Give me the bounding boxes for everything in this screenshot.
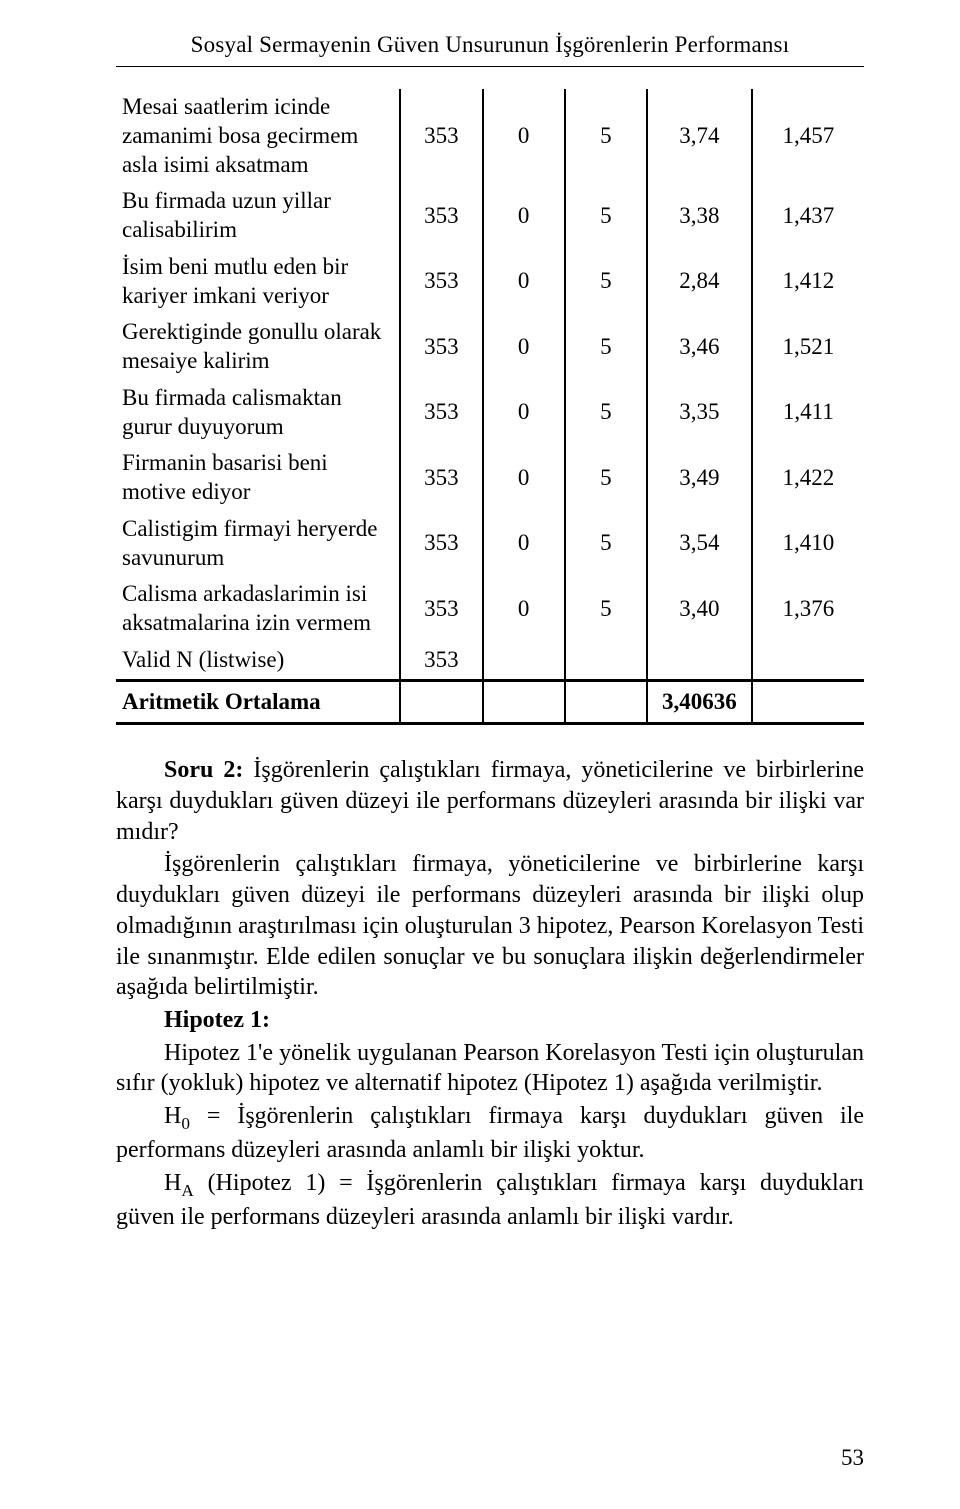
cell-label: Firmanin basarisi beni motive ediyor	[116, 445, 400, 511]
cell-min: 0	[483, 576, 565, 642]
paragraph-2: İşgörenlerin çalıştıkları firmaya, yönet…	[116, 849, 864, 1003]
cell-min: 0	[483, 511, 565, 577]
statistics-table: Mesai saatlerim icinde zamanimi bosa gec…	[116, 89, 864, 725]
footer-cell-max	[565, 680, 647, 724]
footer-cell-mean: 3,40636	[647, 680, 752, 724]
cell-min	[483, 642, 565, 680]
cell-max: 5	[565, 445, 647, 511]
table-row: Bu firmada calismaktan gurur duyuyorum35…	[116, 380, 864, 446]
cell-sd: 1,410	[752, 511, 864, 577]
table-row: Gerektiginde gonullu olarak mesaiye kali…	[116, 314, 864, 380]
ha-pre: H	[164, 1170, 181, 1196]
table-row: Firmanin basarisi beni motive ediyor3530…	[116, 445, 864, 511]
cell-sd: 1,521	[752, 314, 864, 380]
cell-label: Calisma arkadaslarimin isi aksatmalarina…	[116, 576, 400, 642]
cell-n: 353	[400, 89, 482, 183]
cell-n: 353	[400, 183, 482, 249]
cell-n: 353	[400, 380, 482, 446]
ha-sub: A	[181, 1181, 193, 1200]
cell-n: 353	[400, 576, 482, 642]
running-head: Sosyal Sermayenin Güven Unsurunun İşgöre…	[116, 32, 864, 58]
cell-label: Gerektiginde gonullu olarak mesaiye kali…	[116, 314, 400, 380]
table-row: İsim beni mutlu eden bir kariyer imkani …	[116, 249, 864, 315]
cell-n: 353	[400, 511, 482, 577]
page: Sosyal Sermayenin Güven Unsurunun İşgöre…	[0, 0, 960, 1509]
cell-sd	[752, 642, 864, 680]
cell-sd: 1,422	[752, 445, 864, 511]
cell-label: Calistigim firmayi heryerde savunurum	[116, 511, 400, 577]
cell-label: Mesai saatlerim icinde zamanimi bosa gec…	[116, 89, 400, 183]
cell-mean: 3,49	[647, 445, 752, 511]
cell-n: 353	[400, 314, 482, 380]
cell-sd: 1,376	[752, 576, 864, 642]
cell-sd: 1,411	[752, 380, 864, 446]
cell-sd: 1,412	[752, 249, 864, 315]
paragraph-h0: H0 = İşgörenlerin çalıştıkları firmaya k…	[116, 1101, 864, 1166]
body-text: Soru 2: İşgörenlerin çalıştıkları firmay…	[116, 755, 864, 1232]
footer-cell-min	[483, 680, 565, 724]
cell-n: 353	[400, 249, 482, 315]
cell-mean: 3,40	[647, 576, 752, 642]
paragraph-hipotez1-label: Hipotez 1:	[116, 1005, 864, 1036]
cell-max: 5	[565, 380, 647, 446]
cell-max: 5	[565, 89, 647, 183]
cell-label: Valid N (listwise)	[116, 642, 400, 680]
cell-n: 353	[400, 445, 482, 511]
cell-max: 5	[565, 576, 647, 642]
hipotez1-label: Hipotez 1:	[164, 1007, 270, 1033]
paragraph-4: Hipotez 1'e yönelik uygulanan Pearson Ko…	[116, 1038, 864, 1099]
cell-sd: 1,457	[752, 89, 864, 183]
cell-mean: 3,54	[647, 511, 752, 577]
page-number: 53	[841, 1445, 864, 1471]
cell-max: 5	[565, 249, 647, 315]
table-row: Mesai saatlerim icinde zamanimi bosa gec…	[116, 89, 864, 183]
cell-min: 0	[483, 314, 565, 380]
cell-min: 0	[483, 380, 565, 446]
cell-mean: 3,46	[647, 314, 752, 380]
cell-max	[565, 642, 647, 680]
cell-mean	[647, 642, 752, 680]
footer-cell-label: Aritmetik Ortalama	[116, 680, 400, 724]
cell-mean: 3,35	[647, 380, 752, 446]
cell-min: 0	[483, 445, 565, 511]
cell-max: 5	[565, 511, 647, 577]
cell-label: Bu firmada uzun yillar calisabilirim	[116, 183, 400, 249]
footer-cell-n	[400, 680, 482, 724]
table-row: Bu firmada uzun yillar calisabilirim3530…	[116, 183, 864, 249]
cell-min: 0	[483, 183, 565, 249]
table-row: Calisma arkadaslarimin isi aksatmalarina…	[116, 576, 864, 642]
soru2-lead: Soru 2:	[164, 757, 253, 783]
cell-sd: 1,437	[752, 183, 864, 249]
h0-sub: 0	[181, 1114, 190, 1133]
h0-pre: H	[164, 1103, 181, 1129]
footer-cell-sd	[752, 680, 864, 724]
table-row: Calistigim firmayi heryerde savunurum353…	[116, 511, 864, 577]
table-row: Valid N (listwise)353	[116, 642, 864, 680]
cell-n: 353	[400, 642, 482, 680]
ha-post: (Hipotez 1) = İşgörenlerin çalıştıkları …	[116, 1170, 864, 1230]
table-footer-row: Aritmetik Ortalama 3,40636	[116, 680, 864, 724]
cell-label: Bu firmada calismaktan gurur duyuyorum	[116, 380, 400, 446]
cell-max: 5	[565, 314, 647, 380]
cell-mean: 3,38	[647, 183, 752, 249]
h0-post: = İşgörenlerin çalıştıkları firmaya karş…	[116, 1103, 864, 1163]
cell-min: 0	[483, 249, 565, 315]
cell-label: İsim beni mutlu eden bir kariyer imkani …	[116, 249, 400, 315]
cell-max: 5	[565, 183, 647, 249]
cell-min: 0	[483, 89, 565, 183]
cell-mean: 2,84	[647, 249, 752, 315]
paragraph-soru2: Soru 2: İşgörenlerin çalıştıkları firmay…	[116, 755, 864, 847]
table-body: Mesai saatlerim icinde zamanimi bosa gec…	[116, 89, 864, 724]
running-head-rule	[116, 66, 864, 67]
paragraph-ha: HA (Hipotez 1) = İşgörenlerin çalıştıkla…	[116, 1168, 864, 1233]
cell-mean: 3,74	[647, 89, 752, 183]
